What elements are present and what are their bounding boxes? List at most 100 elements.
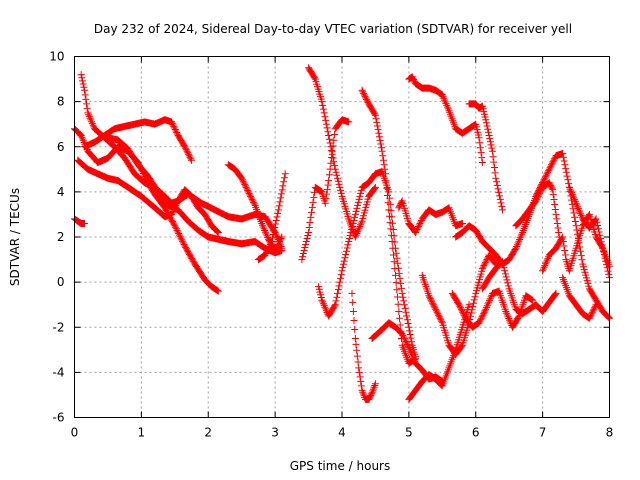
data-point-marker (487, 293, 495, 301)
data-point-marker (351, 335, 359, 342)
data-point-marker (597, 235, 605, 242)
data-point-marker (469, 302, 477, 310)
data-point-marker (321, 113, 329, 121)
data-point-marker (400, 333, 408, 341)
data-point-marker (480, 308, 488, 316)
data-point-marker (249, 197, 257, 205)
data-point-marker (363, 95, 370, 103)
data-point-marker (334, 174, 341, 182)
data-point-marker (188, 156, 195, 164)
data-point-marker (551, 290, 559, 298)
data-point-marker (477, 314, 485, 322)
data-point-marker (320, 109, 328, 117)
data-point-marker (585, 212, 593, 220)
data-point-marker (594, 225, 602, 233)
data-point-marker (273, 244, 281, 251)
data-point-marker (355, 195, 363, 203)
data-point-marker (592, 215, 600, 223)
data-point-marker (576, 243, 584, 251)
data-point-marker (485, 132, 493, 139)
data-point-marker (427, 296, 435, 304)
data-point-marker (374, 126, 382, 134)
data-point-marker (349, 298, 357, 306)
data-point-marker (371, 111, 379, 119)
data-point-marker (353, 230, 361, 237)
data-point-marker (563, 172, 571, 180)
data-point-marker (410, 356, 418, 364)
data-point-marker (371, 380, 379, 388)
data-point-marker (258, 220, 266, 227)
data-point-marker (360, 91, 368, 99)
data-point-marker (177, 234, 185, 242)
data-point-marker (265, 244, 273, 251)
data-point-marker (302, 241, 310, 248)
data-point-marker (555, 229, 563, 236)
data-point-marker (381, 165, 389, 173)
data-point-marker (259, 223, 267, 231)
data-point-marker (426, 295, 434, 303)
data-point-marker (568, 189, 576, 197)
data-point-marker (533, 189, 541, 197)
data-point-marker (546, 164, 554, 172)
data-point-marker (496, 195, 504, 203)
data-point-marker (277, 194, 285, 202)
data-point-marker (407, 349, 415, 357)
data-point-marker (276, 238, 284, 245)
data-point-marker (538, 180, 546, 188)
data-point-marker (303, 235, 311, 242)
data-point-marker (572, 199, 580, 207)
data-point-marker (79, 77, 86, 85)
data-point-marker (396, 274, 404, 282)
y-tick-label: -4 (53, 365, 65, 379)
data-point-marker (346, 232, 354, 239)
data-point-marker (173, 226, 181, 234)
data-point-marker (357, 221, 365, 229)
data-point-marker (574, 203, 581, 211)
data-point-marker (242, 183, 250, 191)
data-point-marker (458, 342, 466, 350)
data-point-marker (335, 282, 343, 290)
data-point-marker (379, 152, 387, 160)
data-point-marker (559, 238, 567, 245)
data-point-marker (605, 314, 613, 321)
data-point-marker (354, 226, 362, 234)
data-point-marker (85, 111, 93, 119)
data-point-marker (319, 298, 327, 306)
data-point-marker (481, 259, 489, 267)
data-point-marker (275, 206, 282, 214)
data-point-marker (351, 326, 359, 333)
data-point-marker (539, 179, 547, 187)
data-point-marker (363, 97, 371, 105)
data-point-marker (354, 358, 362, 366)
data-point-marker (403, 316, 411, 324)
data-point-marker (380, 161, 388, 169)
data-point-marker (349, 220, 357, 227)
data-point-marker (370, 383, 378, 391)
data-point-marker (323, 124, 331, 132)
data-point-marker (382, 170, 389, 178)
data-point-marker (351, 233, 359, 241)
data-point-marker (497, 199, 505, 207)
data-point-marker (571, 213, 579, 221)
data-point-marker (402, 308, 410, 316)
data-point-marker (551, 206, 559, 213)
data-point-marker (81, 220, 88, 227)
data-point-marker (503, 309, 511, 317)
data-point-marker (319, 101, 327, 109)
data-point-marker (168, 118, 175, 126)
data-point-marker (373, 118, 381, 126)
data-point-marker (571, 197, 579, 205)
data-point-marker (280, 178, 288, 186)
data-point-marker (388, 238, 396, 245)
data-point-marker (548, 161, 555, 169)
data-point-marker (561, 247, 569, 254)
data-point-marker (394, 293, 401, 301)
data-point-marker (576, 208, 584, 216)
data-point-marker (430, 302, 438, 310)
data-point-marker (88, 118, 96, 126)
data-point-marker (279, 182, 287, 190)
data-point-marker (357, 189, 365, 197)
data-point-marker (500, 264, 508, 272)
data-point-marker (345, 118, 353, 126)
data-point-marker (263, 247, 271, 254)
